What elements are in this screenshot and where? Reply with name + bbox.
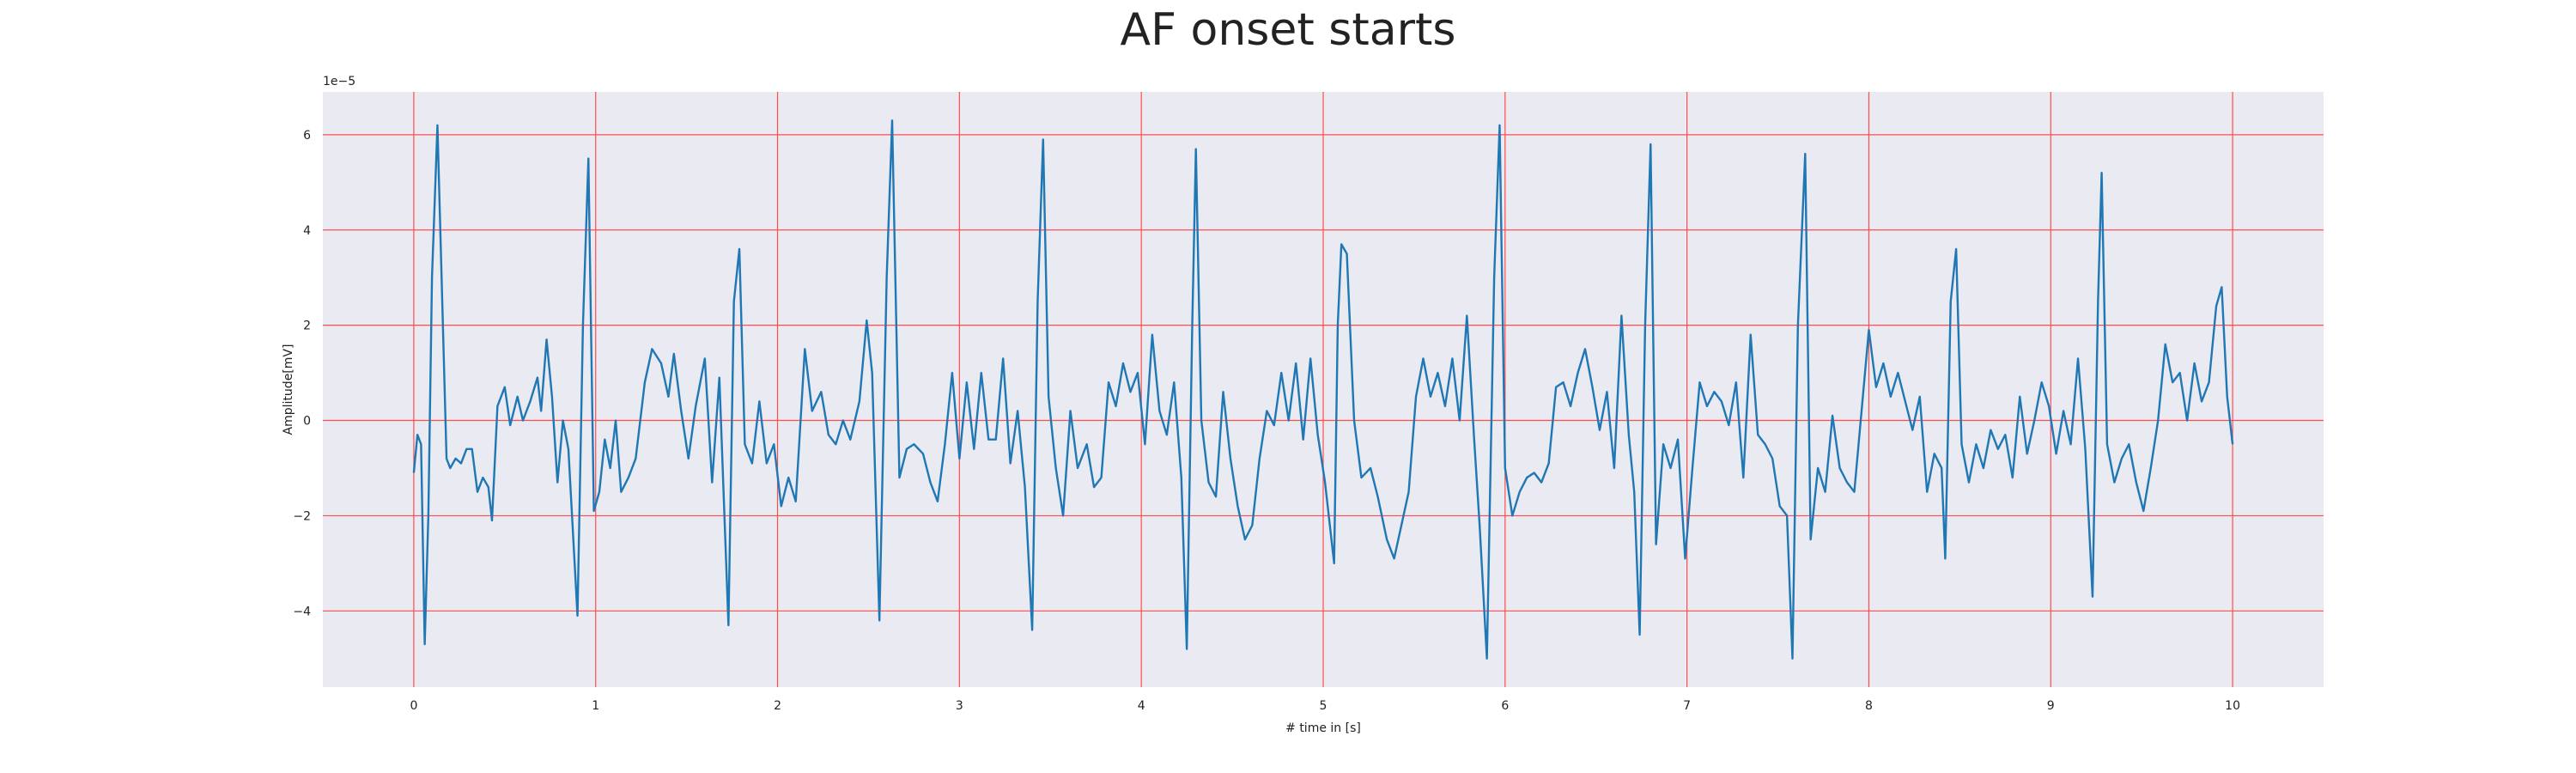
x-axis-label: # time in [s] <box>1285 721 1361 735</box>
x-tick-label: 8 <box>1865 699 1873 713</box>
x-tick-label: 2 <box>774 699 781 713</box>
y-tick-label: 0 <box>303 415 311 429</box>
x-tick-label: 3 <box>956 699 963 713</box>
x-tick-label: 4 <box>1138 699 1145 713</box>
y-offset-label: 1e−5 <box>323 75 355 88</box>
y-tick-label: −4 <box>293 605 311 618</box>
x-tick-label: 10 <box>2225 699 2240 713</box>
x-tick-label: 7 <box>1683 699 1691 713</box>
y-tick-label: 4 <box>303 224 311 238</box>
x-tick-label: 1 <box>592 699 599 713</box>
x-tick-label: 5 <box>1320 699 1327 713</box>
y-tick-label: 6 <box>303 129 311 143</box>
x-tick-label: 6 <box>1501 699 1509 713</box>
x-tick-label: 0 <box>410 699 417 713</box>
chart-title: AF onset starts <box>1121 4 1456 56</box>
data-line <box>412 119 2234 660</box>
y-tick-label: −2 <box>293 509 311 523</box>
x-tick-label: 9 <box>2047 699 2055 713</box>
y-axis-label: Amplitude[mV] <box>282 344 295 435</box>
y-tick-label: 2 <box>303 320 311 333</box>
